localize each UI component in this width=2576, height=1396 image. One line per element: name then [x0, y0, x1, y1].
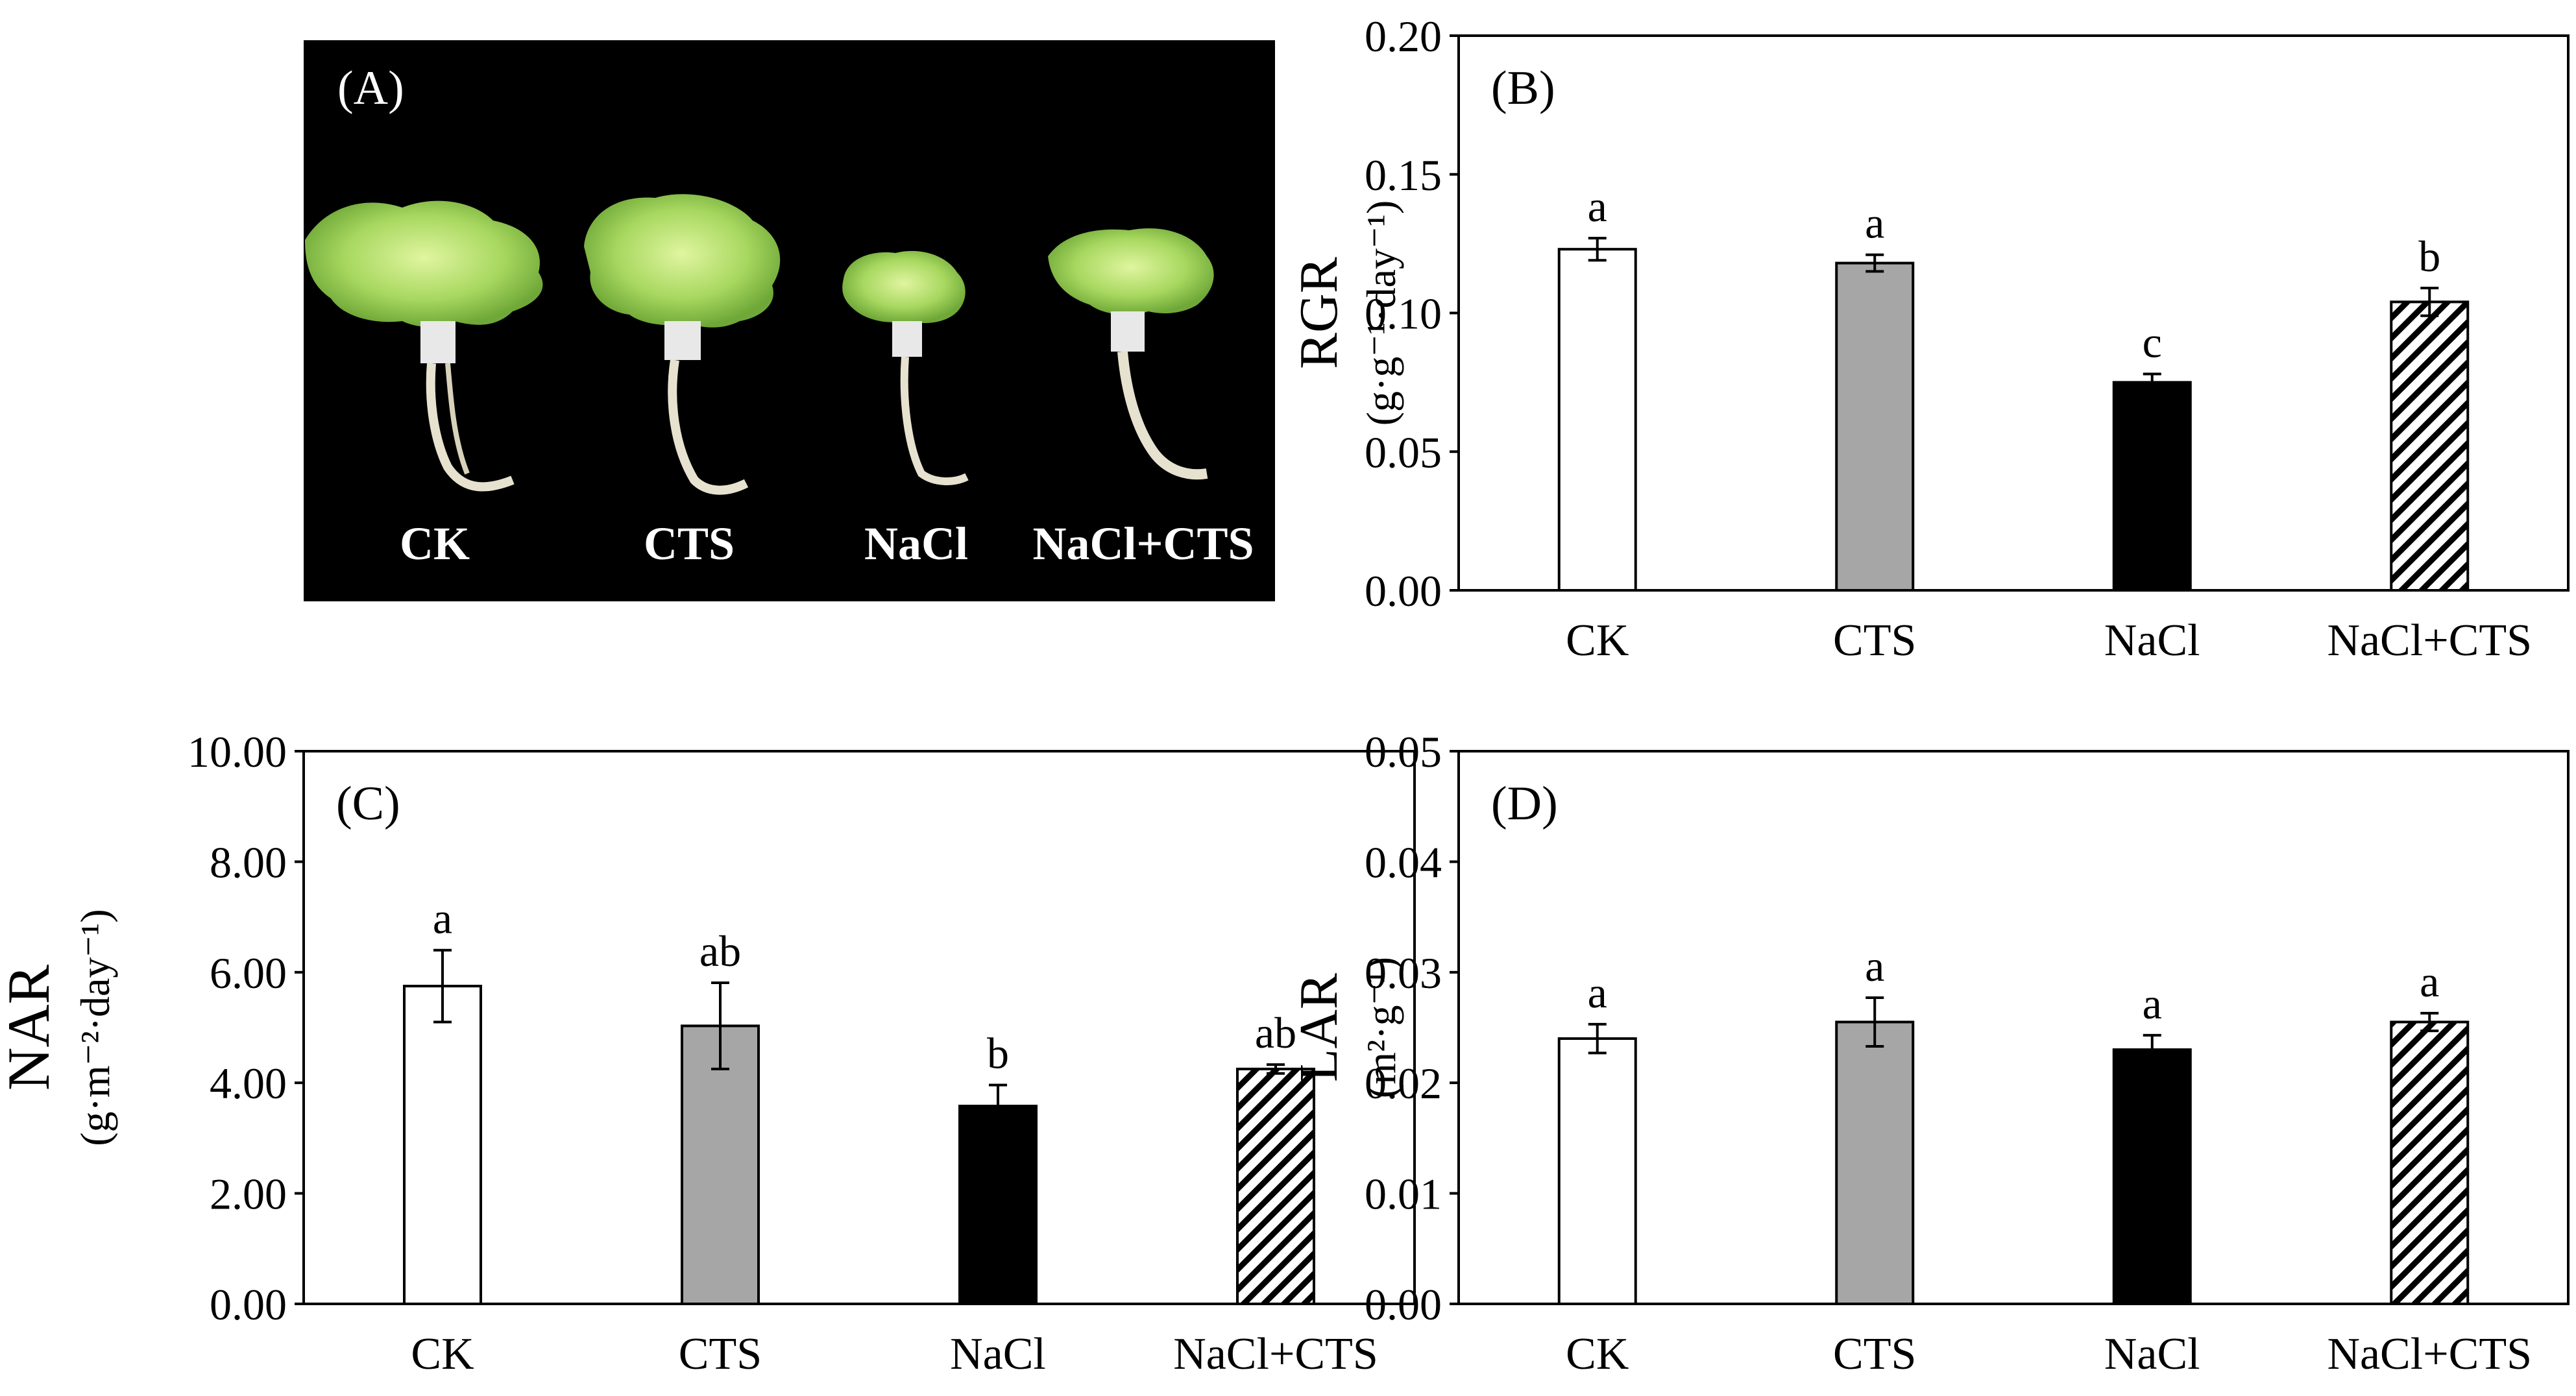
- bar-b-ck: [1557, 248, 1637, 592]
- x-tick-label-c-nacl-cts: NaCl+CTS: [1173, 1329, 1378, 1379]
- y-axis-title-b: RGR: [1289, 257, 1349, 369]
- y-tick-label-d-1: 0.01: [1365, 1170, 1442, 1219]
- y-tick-label-d-3: 0.03: [1365, 948, 1442, 998]
- plant-nacl: [842, 250, 969, 485]
- photo-label-nacl: NaCl: [864, 518, 968, 570]
- x-tick-label-c-ck: CK: [411, 1329, 474, 1379]
- x-tick-label-c-cts: CTS: [679, 1329, 762, 1379]
- y-tick-label-b-3: 0.15: [1365, 150, 1442, 200]
- x-tick-label-c-nacl: NaCl: [950, 1329, 1046, 1379]
- x-tick-label-d-nacl-cts: NaCl+CTS: [2327, 1329, 2532, 1379]
- sig-letter-b-ck: a: [1588, 182, 1607, 231]
- sig-letter-d-ck: a: [1588, 968, 1607, 1017]
- y-tick-label-c-4: 8.00: [210, 837, 287, 887]
- panel-a-photo: (A) CK CTS NaCl NaCl+CTS: [304, 40, 1275, 601]
- chart-panel-c: 0.00 2.00 4.00 6.00 8.00 10.00 NAR (g·m⁻²·day⁻¹…: [0, 727, 1416, 1379]
- sig-letter-d-nacl: a: [2143, 979, 2162, 1028]
- sig-letter-d-cts: a: [1865, 941, 1884, 991]
- x-tick-label-d-ck: CK: [1566, 1329, 1629, 1379]
- y-tick-label-b-2: 0.10: [1365, 289, 1442, 339]
- bar-c-cts: [681, 1024, 760, 1305]
- photo-label-nacl-cts: NaCl+CTS: [1032, 518, 1254, 570]
- bar-c-nacl-cts: [1236, 1067, 1315, 1306]
- y-axis-unit-c: (g·m⁻²·day⁻¹): [72, 909, 118, 1146]
- y-axis-title-c: NAR: [0, 964, 62, 1090]
- y-tick-label-b-0: 0.00: [1365, 566, 1442, 616]
- y-tick-label-c-5: 10.00: [188, 727, 287, 776]
- sig-letter-b-nacl-cts: b: [2418, 232, 2440, 281]
- sig-letter-c-nacl-cts: ab: [1255, 1008, 1296, 1057]
- sig-letter-c-cts: ab: [699, 926, 741, 976]
- y-tick-label-c-1: 2.00: [210, 1170, 287, 1219]
- chart-panel-d: 0.00 0.01 0.02 0.03 0.04 0.05 LAR (m²·g⁻¹) (D) a C…: [1289, 727, 2570, 1379]
- sig-letter-b-cts: a: [1865, 199, 1884, 248]
- plot-frame-d: [1457, 750, 2570, 1305]
- x-tick-label-b-nacl: NaCl: [2104, 616, 2200, 666]
- plant-nacl-cts: [1048, 228, 1214, 480]
- bar-d-cts: [1835, 1020, 1915, 1305]
- x-tick-label-b-nacl-cts: NaCl+CTS: [2327, 616, 2532, 666]
- y-axis-unit-b: (g·g⁻¹·day⁻¹): [1358, 200, 1404, 426]
- sig-letter-c-ck: a: [433, 894, 452, 943]
- plant-cts: [584, 194, 781, 495]
- y-tick-label-d-4: 0.04: [1365, 837, 1442, 887]
- y-axis-title-d: LAR: [1289, 973, 1349, 1082]
- y-tick-label-d-5: 0.05: [1365, 727, 1442, 776]
- bar-d-ck: [1557, 1037, 1637, 1306]
- x-tick-label-b-cts: CTS: [1833, 616, 1916, 666]
- bar-b-nacl: [2112, 381, 2192, 592]
- panel-label-d: (D): [1491, 777, 1558, 830]
- photo-label-ck: CK: [400, 518, 470, 570]
- plot-frame-c: [302, 750, 1416, 1305]
- sig-letter-d-nacl-cts: a: [2420, 957, 2439, 1006]
- panel-label-c: (C): [336, 777, 400, 830]
- y-tick-label-d-2: 0.02: [1365, 1059, 1442, 1108]
- bar-d-nacl-cts: [2390, 1020, 2470, 1305]
- photo-label-cts: CTS: [644, 518, 735, 570]
- y-tick-label-b-1: 0.05: [1365, 427, 1442, 477]
- x-tick-label-d-cts: CTS: [1833, 1329, 1916, 1379]
- y-tick-label-b-4: 0.20: [1365, 12, 1442, 61]
- chart-panel-b: 0.00 0.05 0.10 0.15 0.20 RGR (g·g⁻¹·day⁻¹) (B) a…: [1289, 12, 2570, 666]
- plant-ck: [305, 200, 543, 492]
- x-tick-label-d-nacl: NaCl: [2104, 1329, 2200, 1379]
- bar-c-ck: [403, 985, 482, 1305]
- y-tick-label-c-3: 6.00: [210, 948, 287, 998]
- y-tick-label-d-0: 0.00: [1365, 1280, 1442, 1329]
- bar-d-nacl: [2112, 1048, 2192, 1305]
- sig-letter-b-nacl: c: [2143, 318, 2162, 367]
- y-tick-label-c-2: 4.00: [210, 1059, 287, 1108]
- x-tick-label-b-ck: CK: [1566, 616, 1629, 666]
- panel-a-label: (A): [337, 62, 404, 115]
- panel-label-b: (B): [1491, 62, 1555, 115]
- y-tick-label-c-0: 0.00: [210, 1280, 287, 1329]
- bar-b-cts: [1835, 261, 1915, 592]
- sig-letter-c-nacl: b: [987, 1029, 1009, 1078]
- bar-c-nacl: [958, 1104, 1038, 1305]
- bar-b-nacl-cts: [2390, 300, 2470, 592]
- y-axis-unit-d: (m²·g⁻¹): [1358, 957, 1404, 1098]
